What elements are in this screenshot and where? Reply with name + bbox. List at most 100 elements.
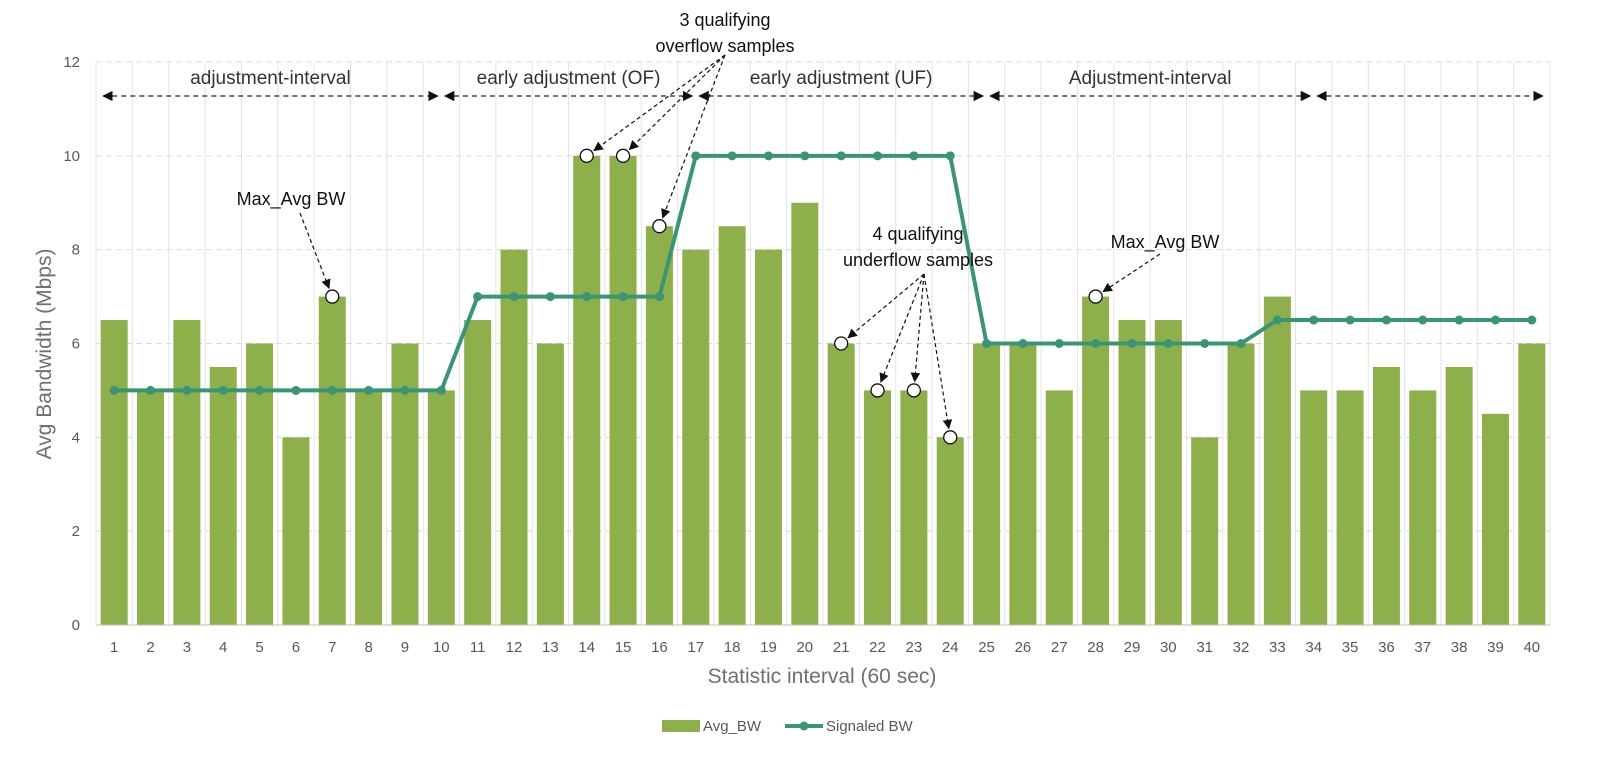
signaled-bw-point [1418, 315, 1428, 325]
interval-regions: adjustment-interval early adjustment (OF)… [102, 68, 1544, 102]
x-tick-label: 13 [542, 639, 559, 656]
x-tick-label: 23 [906, 639, 923, 656]
x-tick-label: 30 [1160, 639, 1177, 656]
annotation-3-arrow [847, 273, 925, 339]
x-tick-label: 38 [1451, 639, 1468, 656]
y-axis-title: Avg Bandwidth (Mbps) [33, 249, 56, 460]
legend-marker-signaled-bw [799, 721, 809, 731]
x-tick-label: 22 [869, 639, 886, 656]
signaled-bw-point [691, 151, 701, 161]
x-tick-label: 31 [1196, 639, 1213, 656]
signaled-bw-point [364, 385, 374, 395]
x-tick-label: 1 [110, 639, 118, 656]
annotation-3-marker [834, 336, 849, 351]
avg-bw-bar [173, 320, 201, 625]
avg-bw-bar [682, 249, 710, 625]
x-tick-label: 15 [615, 639, 632, 656]
signaled-bw-point [545, 292, 555, 302]
x-tick-label: 3 [183, 639, 191, 656]
x-tick-label: 14 [578, 639, 595, 656]
signaled-bw-point [909, 151, 919, 161]
x-tick-label: 5 [255, 639, 263, 656]
avg-bw-bar [391, 343, 419, 625]
annotations: Max_Avg BW 3 qualifying overflow samples 4 … [237, 10, 1220, 445]
signaled-bw-point [1345, 315, 1355, 325]
legend: Avg_BW Signaled BW [662, 718, 914, 735]
avg-bw-bar [1481, 413, 1509, 625]
signaled-bw-point [836, 151, 846, 161]
avg-bw-bar [1263, 296, 1291, 625]
avg-bw-bar [1300, 390, 1328, 625]
annotation-2-arrow [628, 54, 726, 151]
annotation-3-arrow [879, 273, 925, 383]
signaled-bw-point [182, 385, 192, 395]
annotation-2-arrow [593, 54, 726, 152]
legend-swatch-avg-bw [662, 720, 700, 732]
x-tick-label: 11 [470, 639, 486, 656]
signaled-bw-point [436, 385, 446, 395]
avg-bw-bar [318, 296, 346, 625]
y-tick-label: 10 [63, 148, 80, 165]
annotation-1-marker [325, 289, 340, 304]
y-tick-label: 4 [72, 429, 80, 446]
x-tick-label: 40 [1523, 639, 1540, 656]
signaled-bw-point [1490, 315, 1500, 325]
signaled-bw-point [1381, 315, 1391, 325]
annotation-4-marker [1088, 289, 1103, 304]
annotation-3-arrow [910, 273, 925, 383]
signaled-bw-point [509, 292, 519, 302]
axes: Avg Bandwidth (Mbps) Statistic interval … [33, 54, 1550, 688]
signaled-bw-point [763, 151, 773, 161]
x-tick-label: 12 [506, 639, 523, 656]
signaled-bw-point [1200, 339, 1210, 348]
avg-bw-bar [1409, 390, 1437, 625]
y-tick-label: 2 [72, 523, 80, 540]
annotation-2-marker [615, 148, 631, 163]
x-tick-label: 36 [1378, 639, 1395, 656]
annotation-2-text: overflow samples [655, 36, 794, 56]
signaled-bw-point [255, 385, 265, 395]
avg-bw-bar [100, 320, 128, 625]
avg-bw-bar [864, 390, 892, 625]
annotation-2-marker [652, 219, 667, 234]
signaled-bw-point [400, 385, 410, 395]
x-tick-label: 4 [219, 639, 227, 656]
signaled-bw-point [582, 292, 592, 302]
x-tick-label: 35 [1342, 639, 1359, 656]
annotation-3-marker [906, 383, 922, 398]
avg-bw-bar [1336, 390, 1364, 625]
signaled-bw-line [109, 151, 1537, 395]
avg-bw-bars [100, 155, 1546, 626]
y-tick-label: 12 [63, 54, 80, 71]
signaled-bw-point [327, 385, 337, 395]
y-tick-label: 8 [72, 242, 80, 259]
avg-bw-bar [645, 226, 673, 626]
avg-bw-bar [1191, 437, 1219, 625]
annotation-2-arrow [661, 54, 726, 219]
x-tick-label: 32 [1233, 639, 1250, 656]
avg-bw-bar [827, 343, 855, 625]
avg-bw-bar [754, 249, 782, 625]
signaled-bw-point [1018, 339, 1028, 348]
avg-bw-bar [500, 249, 528, 625]
signaled-bw-series-line [114, 153, 1532, 393]
region-label: adjustment-interval [190, 68, 351, 89]
avg-bw-bar [464, 320, 492, 625]
signaled-bw-point [982, 339, 992, 348]
avg-bw-bar [573, 155, 601, 626]
region-label: early adjustment (UF) [750, 68, 933, 89]
x-tick-label: 28 [1087, 639, 1104, 656]
avg-bw-bar [609, 155, 637, 626]
avg-bw-bar [1518, 343, 1546, 625]
annotation-4-text: Max_Avg BW [1111, 232, 1220, 253]
signaled-bw-point [800, 151, 810, 161]
x-tick-label: 8 [364, 639, 372, 656]
annotation-3-marker [943, 430, 958, 445]
signaled-bw-point [945, 151, 955, 161]
signaled-bw-point [109, 385, 119, 395]
avg-bw-bar [973, 343, 1001, 625]
signaled-bw-point [873, 151, 883, 161]
avg-bw-bar [936, 437, 964, 625]
grid [95, 61, 1551, 625]
avg-bw-bar [791, 202, 819, 625]
